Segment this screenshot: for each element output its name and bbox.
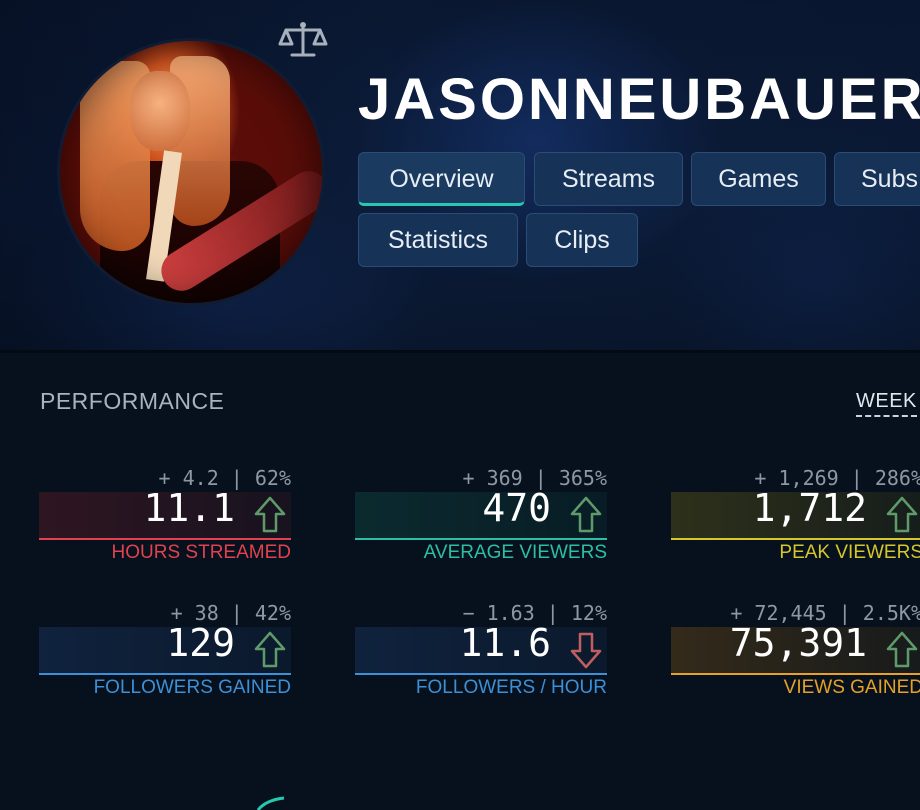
- stat-delta: + 72,445 | 2.5K%: [730, 601, 920, 625]
- stat-views-gained: + 72,445 | 2.5K% 75,391 VIEWS GAINED: [671, 601, 920, 698]
- stat-value: 11.1: [143, 486, 235, 530]
- stat-label: FOLLOWERS / HOUR: [415, 677, 607, 698]
- stat-label: HOURS STREAMED: [111, 542, 291, 563]
- scale-icon[interactable]: [278, 20, 328, 60]
- tab-clips[interactable]: Clips: [526, 213, 638, 267]
- stat-followers-gained: + 38 | 42% 129 FOLLOWERS GAINED: [39, 601, 291, 698]
- stat-delta: + 4.2 | 62%: [158, 466, 291, 490]
- arrow-down-icon: [570, 632, 602, 669]
- period-selector[interactable]: WEEK: [856, 390, 917, 417]
- arrow-up-icon: [886, 631, 918, 668]
- stat-label: AVERAGE VIEWERS: [423, 542, 607, 563]
- stat-average-viewers: + 369 | 365% 470 AVERAGE VIEWERS: [355, 466, 608, 563]
- stat-value: 470: [482, 486, 551, 530]
- stat-delta: + 1,269 | 286%: [754, 466, 920, 490]
- tab-overview[interactable]: Overview: [358, 152, 525, 206]
- tab-streams[interactable]: Streams: [534, 152, 683, 206]
- tab-subs[interactable]: Subs: [834, 152, 920, 206]
- stat-delta: + 38 | 42%: [170, 601, 291, 625]
- performance-title: PERFORMANCE: [40, 388, 225, 414]
- stat-hours-streamed: + 4.2 | 62% 11.1 HOURS STREAMED: [39, 466, 291, 563]
- channel-name: JASONNEUBAUER: [358, 67, 920, 132]
- arrow-up-icon: [254, 496, 286, 533]
- arrow-up-icon: [254, 631, 286, 668]
- chart-peek-icon: [256, 796, 285, 810]
- stat-value: 129: [166, 621, 235, 665]
- streamer-avatar: [57, 38, 325, 306]
- stat-peak-viewers: + 1,269 | 286% 1,712 PEAK VIEWERS: [671, 466, 920, 563]
- stat-delta: + 369 | 365%: [462, 466, 608, 490]
- arrow-up-icon: [570, 496, 602, 533]
- stat-label: VIEWS GAINED: [783, 677, 920, 698]
- stat-value: 1,712: [752, 486, 867, 530]
- stat-followers-per-hour: − 1.63 | 12% 11.6 FOLLOWERS / HOUR: [355, 601, 608, 698]
- stat-label: PEAK VIEWERS: [779, 542, 920, 563]
- stat-value: 75,391: [729, 621, 867, 665]
- stat-value: 11.6: [459, 621, 551, 665]
- tab-statistics[interactable]: Statistics: [358, 213, 518, 267]
- stat-label: FOLLOWERS GAINED: [93, 677, 291, 698]
- header-divider: [0, 350, 920, 353]
- stat-delta: − 1.63 | 12%: [462, 601, 608, 625]
- tab-games[interactable]: Games: [691, 152, 826, 206]
- profile-header: JASONNEUBAUER Overview Streams Games Sub…: [0, 0, 920, 350]
- arrow-up-icon: [886, 496, 918, 533]
